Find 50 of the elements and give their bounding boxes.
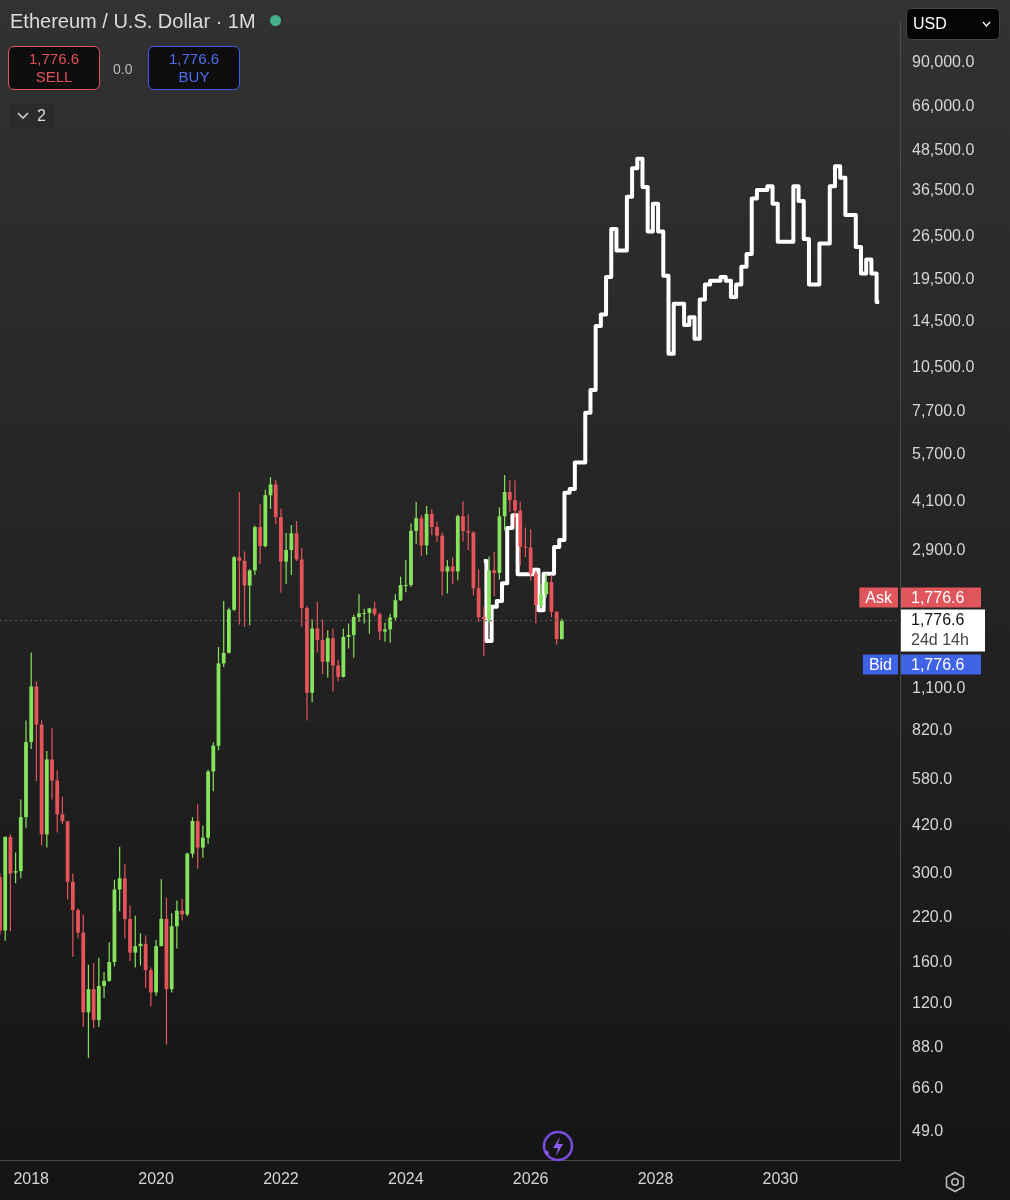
y-tick-label: 66.0 xyxy=(912,1079,944,1097)
x-tick-label: 2020 xyxy=(138,1170,174,1188)
y-tick-label: 2,900.0 xyxy=(912,541,966,559)
annotation: SELL xyxy=(34,68,74,86)
x-tick-label: 2024 xyxy=(387,1170,424,1188)
annotation: Bid 1,776.6 xyxy=(868,656,965,674)
text: 24d 14h xyxy=(911,631,969,649)
annotation: 0.0 xyxy=(113,61,133,77)
y-tick-label: 49.0 xyxy=(912,1121,944,1139)
annotation: Ask 1,776.6 xyxy=(865,589,965,607)
y-tick-label: 36,500.0 xyxy=(912,181,975,199)
x-tick-label: 2026 xyxy=(512,1170,549,1188)
y-tick-label: 120.0 xyxy=(912,994,953,1012)
x-tick-label: 2022 xyxy=(263,1170,299,1188)
candlestick xyxy=(461,501,465,542)
y-tick-label: 580.0 xyxy=(912,770,953,788)
annotation: 1,776.6 xyxy=(167,50,220,68)
candlestick xyxy=(513,480,517,527)
candlestick xyxy=(539,583,543,609)
candlestick xyxy=(383,622,387,642)
text: USD xyxy=(906,8,1000,40)
candlestick xyxy=(50,727,54,800)
x-tick-label: 2028 xyxy=(637,1170,674,1188)
y-tick-label: 7,700.0 xyxy=(912,402,966,420)
annotation: 2 xyxy=(37,106,46,126)
candlestick xyxy=(435,521,439,542)
y-tick-label: 26,500.0 xyxy=(912,226,975,244)
ref-line-label: 1,776.6 xyxy=(911,611,965,629)
x-tick-label: 2030 xyxy=(762,1170,799,1188)
chart-title: Ethereum / U.S. Dollar · 1M xyxy=(10,10,257,33)
y-tick-label: 10,500.0 xyxy=(912,358,975,376)
annotation: BUY xyxy=(177,68,211,86)
y-tick-label: 14,500.0 xyxy=(912,312,975,330)
y-tick-label: 4,100.0 xyxy=(912,492,966,510)
y-tick-label: 1,100.0 xyxy=(912,679,966,697)
annotation: 1,776.6 xyxy=(27,50,80,68)
y-tick-label: 160.0 xyxy=(912,953,953,971)
y-tick-label: 66,000.0 xyxy=(912,97,975,115)
y-tick-label: 220.0 xyxy=(912,908,953,926)
y-tick-label: 90,000.0 xyxy=(912,52,975,70)
y-tick-label: 19,500.0 xyxy=(912,270,975,288)
y-tick-label: 420.0 xyxy=(912,816,953,834)
candlestick xyxy=(102,972,106,998)
y-tick-label: 820.0 xyxy=(912,720,953,738)
y-tick-label: 88.0 xyxy=(912,1038,944,1056)
x-tick-label: 2018 xyxy=(13,1170,50,1188)
y-tick-label: 300.0 xyxy=(912,863,953,881)
y-tick-label: 5,700.0 xyxy=(912,445,966,463)
y-tick-label: 48,500.0 xyxy=(912,140,975,158)
candlestick xyxy=(331,628,335,692)
